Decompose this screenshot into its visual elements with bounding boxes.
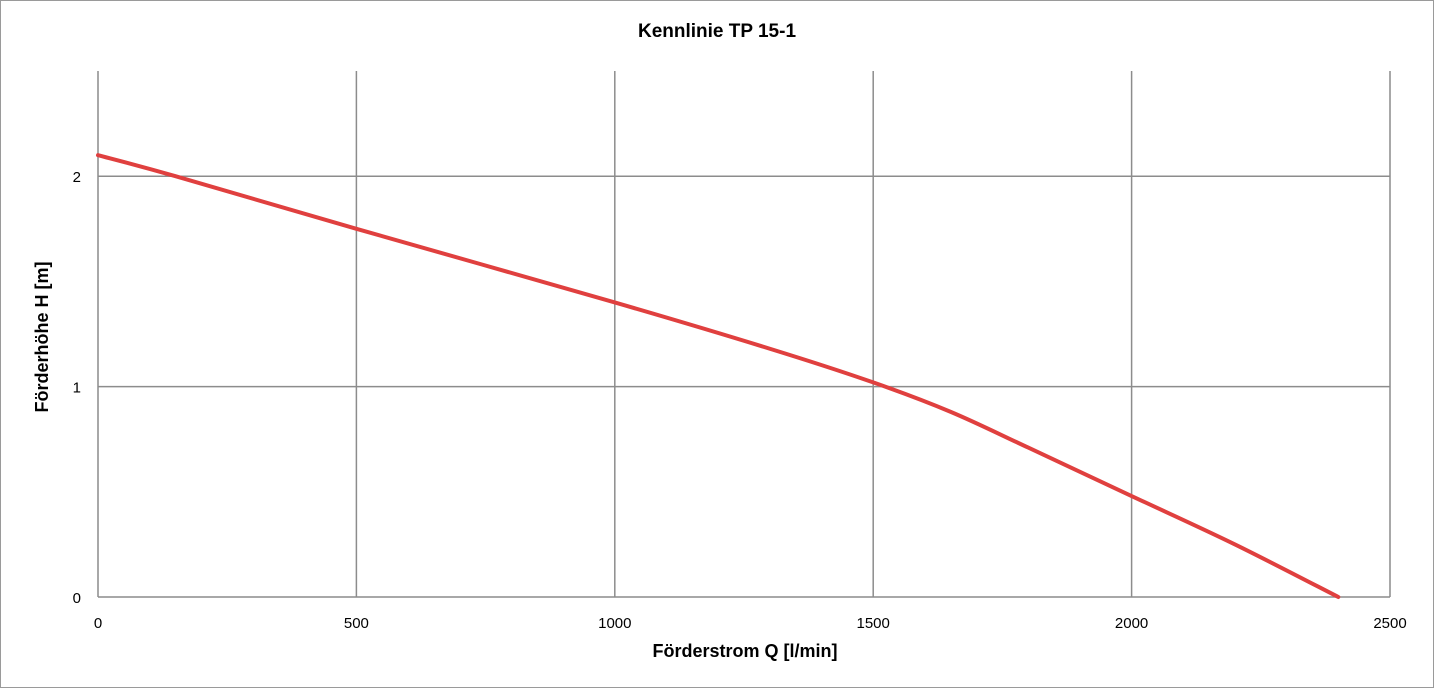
- grid-layer: [97, 71, 1391, 598]
- x-tick-label-3: 1500: [857, 615, 890, 632]
- series-line-0: [96, 153, 1341, 599]
- chart-title: Kennlinie TP 15-1: [638, 21, 796, 42]
- x-axis-label: Förderstrom Q [l/min]: [652, 641, 837, 661]
- y-axis-label: Förderhöhe H [m]: [32, 262, 52, 413]
- x-tick-label-1: 500: [344, 615, 369, 632]
- y-tick-label-1: 1: [73, 380, 81, 397]
- x-tick-label-0: 0: [94, 615, 102, 632]
- tick-labels: 0 500 1000 1500 2000 2500 0 1 2: [73, 169, 1407, 632]
- x-tick-label-5: 2500: [1373, 615, 1406, 632]
- x-tick-label-4: 2000: [1115, 615, 1148, 632]
- y-tick-label-2: 2: [73, 169, 81, 186]
- series-layer: [96, 153, 1341, 599]
- y-tick-label-0: 0: [73, 590, 81, 607]
- x-tick-label-2: 1000: [598, 615, 631, 632]
